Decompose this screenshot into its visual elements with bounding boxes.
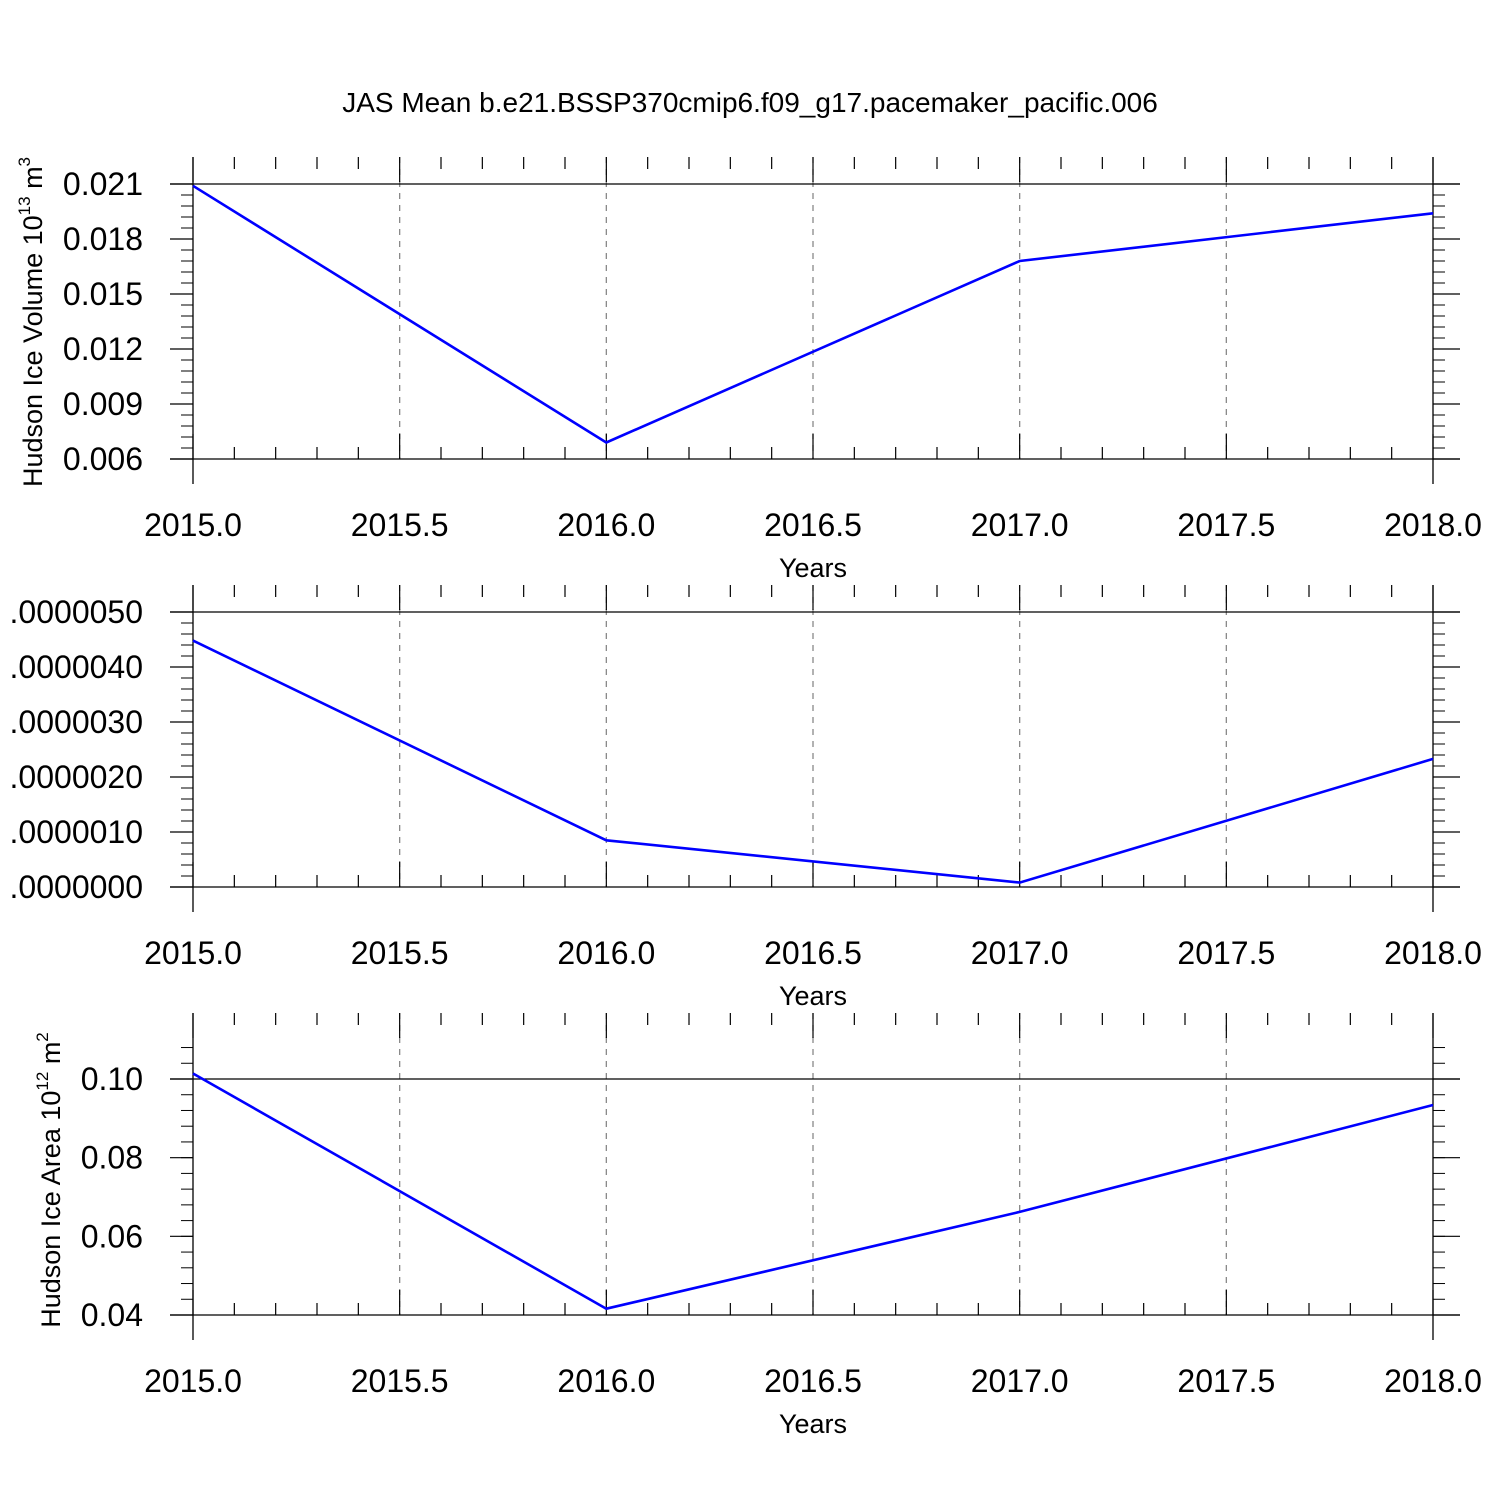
x-tick-label: 2017.5	[1177, 1363, 1275, 1399]
y-axis-label: Hudson Ice Volume 1013 m3	[15, 157, 48, 487]
x-tick-label: 2017.5	[1177, 935, 1275, 971]
y-tick-label: .0000040	[10, 649, 143, 685]
y-tick-label: 0.04	[81, 1297, 143, 1333]
x-tick-label: 2016.0	[557, 1363, 655, 1399]
y-tick-label: .0000020	[10, 759, 143, 795]
y-tick-label: 0.10	[81, 1061, 143, 1097]
y-tick-label: .0000010	[10, 814, 143, 850]
y-tick-label: 0.012	[63, 331, 143, 367]
x-tick-label: 2015.5	[351, 1363, 449, 1399]
chart-panel-3: 0.04 0.06 0.08 0.10 2015.0 2015.5 2016.0 2016.5…	[33, 1013, 1482, 1439]
y-tick-label: 0.015	[63, 276, 143, 312]
x-tick-label: 2016.0	[557, 935, 655, 971]
y-tick-label: 0.009	[63, 386, 143, 422]
chart-panel-1: 0.006 0.009 0.012 0.015 0.018 0.021 2015.0 2015…	[15, 157, 1482, 583]
x-tick-label: 2015.0	[144, 507, 242, 543]
chart-panel-2: .0000000 .0000010 .0000020 .0000030 .0000040…	[10, 585, 1482, 1011]
x-axis-label: Years	[779, 553, 847, 583]
x-tick-label: 2015.5	[351, 935, 449, 971]
x-tick-label: 2016.5	[764, 1363, 862, 1399]
x-tick-label: 2017.5	[1177, 507, 1275, 543]
y-tick-label: 0.08	[81, 1140, 143, 1176]
x-tick-label: 2016.0	[557, 507, 655, 543]
x-axis-label: Years	[779, 1409, 847, 1439]
x-tick-label: 2018.0	[1384, 507, 1482, 543]
x-tick-label: 2016.5	[764, 935, 862, 971]
x-tick-label: 2018.0	[1384, 935, 1482, 971]
y-tick-label: .0000000	[10, 869, 143, 905]
series-line	[192, 639, 1434, 884]
y-tick-label: .0000030	[10, 704, 143, 740]
x-tick-label: 2015.0	[144, 1363, 242, 1399]
y-axis-label: Hudson Ice Area 1012 m2	[33, 1032, 66, 1328]
series-line	[192, 184, 1434, 444]
x-tick-label: 2015.0	[144, 935, 242, 971]
x-tick-label: 2017.0	[971, 935, 1069, 971]
x-tick-label: 2017.0	[971, 1363, 1069, 1399]
x-tick-label: 2016.5	[764, 507, 862, 543]
y-tick-label: 0.018	[63, 221, 143, 257]
y-tick-label: 0.06	[81, 1218, 143, 1254]
x-tick-label: 2018.0	[1384, 1363, 1482, 1399]
x-tick-label: 2017.0	[971, 507, 1069, 543]
x-tick-label: 2015.5	[351, 507, 449, 543]
series-line	[192, 1072, 1434, 1311]
x-axis-label: Years	[779, 981, 847, 1011]
figure-title: JAS Mean b.e21.BSSP370cmip6.f09_g17.pace…	[342, 87, 1158, 118]
y-tick-label: 0.006	[63, 441, 143, 477]
y-tick-label: 0.021	[63, 166, 143, 202]
y-tick-label: .0000050	[10, 594, 143, 630]
